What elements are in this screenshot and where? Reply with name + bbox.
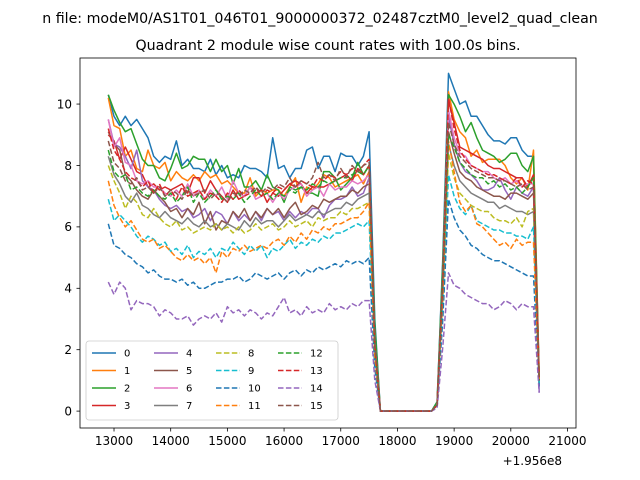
- x-tick-label: 18000: [378, 434, 416, 448]
- legend-label: 7: [186, 401, 192, 412]
- x-tick-label: 17000: [322, 434, 360, 448]
- legend-label: 15: [310, 401, 323, 412]
- x-tick-label: 20000: [492, 434, 530, 448]
- chart-title: Quadrant 2 module wise count rates with …: [135, 38, 520, 54]
- series-line-15: [107, 121, 540, 412]
- legend-label: 12: [310, 349, 323, 360]
- series-line-3: [107, 100, 540, 412]
- x-tick-label: 14000: [152, 434, 190, 448]
- x-tick-label: 16000: [265, 434, 303, 448]
- legend-label: 5: [186, 366, 192, 377]
- x-tick-label: 13000: [95, 434, 133, 448]
- legend-label: 2: [124, 384, 130, 395]
- x-tick-label: 21000: [548, 434, 586, 448]
- series-line-0: [107, 72, 540, 412]
- y-tick-label: 6: [64, 220, 72, 234]
- series-line-9: [107, 173, 540, 412]
- legend-label: 0: [124, 349, 130, 360]
- legend-label: 10: [248, 384, 261, 395]
- series-line-4: [107, 115, 540, 412]
- y-tick-label: 0: [64, 404, 72, 418]
- y-tick-label: 2: [64, 343, 72, 357]
- series-line-8: [107, 152, 540, 412]
- legend-label: 1: [124, 366, 130, 377]
- legend-label: 11: [248, 401, 261, 412]
- y-axis: 0 2 4 6 8 10: [57, 97, 80, 418]
- x-tick-label: 15000: [208, 434, 246, 448]
- legend-box: [85, 340, 339, 421]
- legend-label: 3: [124, 401, 130, 412]
- legend-label: 9: [248, 366, 254, 377]
- legend-label: 14: [310, 384, 323, 395]
- legend-label: 13: [310, 366, 323, 377]
- series-layer: [107, 72, 540, 412]
- x-offset-label: +1.956e8: [503, 454, 562, 468]
- figure-suptitle: n file: modeM0/AS1T01_046T01_9000000372_…: [42, 11, 598, 27]
- series-line-10: [107, 198, 540, 412]
- y-tick-label: 8: [64, 159, 72, 173]
- legend-label: 4: [186, 349, 192, 360]
- series-line-6: [107, 109, 540, 412]
- series-line-11: [107, 140, 540, 412]
- series-line-13: [107, 97, 540, 412]
- y-tick-label: 10: [57, 97, 72, 111]
- legend-label: 6: [186, 384, 192, 395]
- x-axis: 13000 14000 15000 16000 17000 18000 19000 20000…: [95, 428, 587, 448]
- y-tick-label: 4: [64, 282, 72, 296]
- series-line-5: [107, 130, 540, 412]
- legend-label: 8: [248, 349, 254, 360]
- x-tick-label: 19000: [435, 434, 473, 448]
- axes-frame: [79, 57, 577, 429]
- series-line-2: [107, 94, 540, 412]
- series-line-7: [107, 143, 540, 412]
